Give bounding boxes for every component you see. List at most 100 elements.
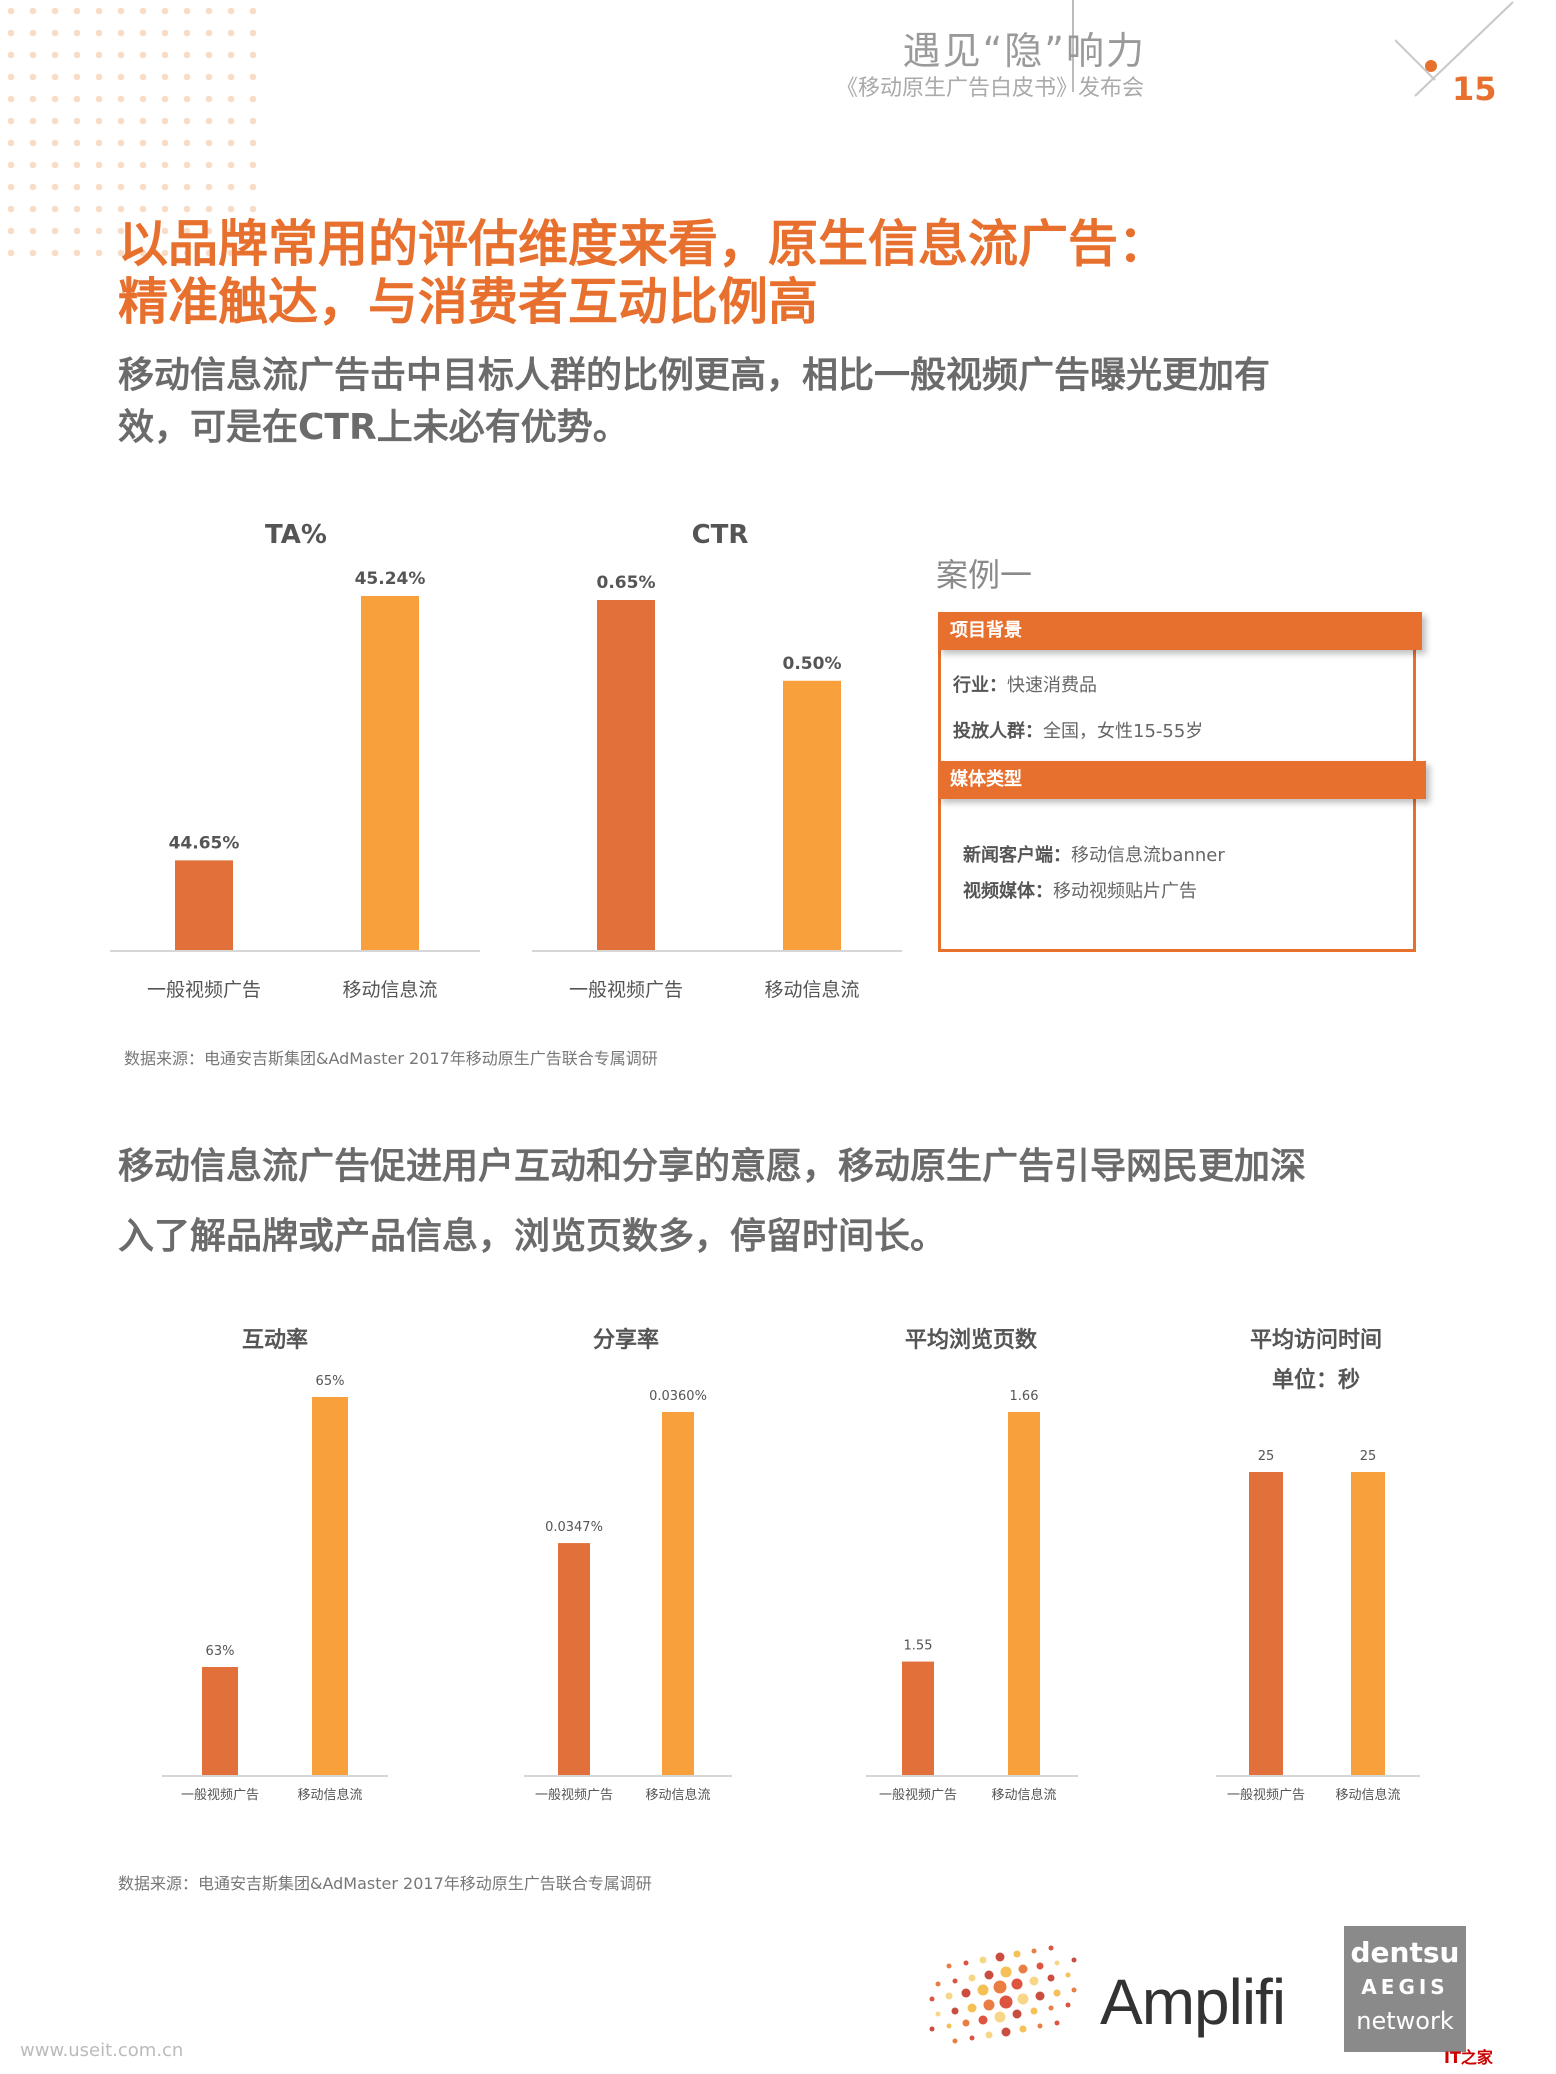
page-number: 15 xyxy=(1452,70,1497,108)
logo-dot xyxy=(968,1974,976,1982)
page-title-line-1: 以品牌常用的评估维度来看，原生信息流广告： xyxy=(118,215,1168,273)
logo-dot xyxy=(993,1980,1007,1994)
bar-mobile-feed xyxy=(1008,1412,1040,1775)
case-video-label: 视频媒体： xyxy=(963,881,1053,902)
logo-dot xyxy=(962,2019,970,2027)
dentsu-logo-line-2: AEGIS xyxy=(1361,1975,1449,1999)
bar-general-video-ad xyxy=(1249,1472,1283,1775)
chart-ta-title: TA% xyxy=(265,520,327,550)
logo-dot xyxy=(977,1984,989,1996)
case-video-value: 移动视频贴片广告 xyxy=(1053,881,1197,902)
logo-dot xyxy=(1053,1989,1061,1997)
page-title-line-2: 精准触达，与消费者互动比例高 xyxy=(118,273,818,331)
chart-avg-visit-time: 25 一般视频广告 25 移动信息流 xyxy=(1216,1449,1420,1803)
case-audience-value: 全国，女性15-55岁 xyxy=(1043,721,1204,742)
bar-mobile-feed xyxy=(783,680,841,950)
category-label: 一般视频广告 xyxy=(1227,1787,1305,1803)
bar-value-label: 25 xyxy=(1258,1449,1275,1464)
section1-source: 数据来源：电通安吉斯集团&AdMaster 2017年移动原生广告联合专属调研 xyxy=(124,1049,658,1068)
bar-value-label: 1.55 xyxy=(904,1639,933,1654)
logo-dot xyxy=(994,2011,1006,2023)
category-label: 一般视频广告 xyxy=(535,1787,613,1803)
logo-dot xyxy=(983,1999,995,2011)
section1-text-line-1: 移动信息流广告击中目标人群的比例更高，相比一般视频广告曝光更加有 xyxy=(118,355,1271,396)
logo-dot xyxy=(1000,1966,1012,1978)
logo-dot xyxy=(1037,2023,1043,2029)
bar-general-video-ad xyxy=(175,860,233,950)
category-label: 移动信息流 xyxy=(645,1787,710,1803)
logo-dot xyxy=(1071,1957,1077,1963)
category-label: 一般视频广告 xyxy=(569,979,683,1001)
logo-dot xyxy=(1054,1960,1060,1966)
header-subtitle: 《移动原生广告白皮书》发布会 xyxy=(835,76,1144,101)
section2-text: 移动信息流广告促进用户互动和分享的意愿，移动原生广告引导网民更加深 入了解品牌或… xyxy=(118,1132,1306,1272)
bar-value-label: 65% xyxy=(316,1374,345,1389)
bar-value-label: 1.66 xyxy=(1010,1389,1039,1404)
logo-dot xyxy=(1047,1974,1055,1982)
header-title: 遇见“隐”响力 xyxy=(902,29,1146,73)
logo-dot xyxy=(1048,1945,1054,1951)
section1-text-line-2: 效，可是在CTR上未必有优势。 xyxy=(118,407,629,448)
logo-dot xyxy=(969,2035,975,2041)
logo-dot xyxy=(1035,1991,1045,2001)
category-label: 一般视频广告 xyxy=(879,1787,957,1803)
case-title: 案例一 xyxy=(936,556,1033,594)
logo-dot xyxy=(1013,1950,1021,1958)
logo-dot xyxy=(995,1952,1005,1962)
category-label: 移动信息流 xyxy=(297,1787,362,1803)
bar-value-label: 0.65% xyxy=(597,573,656,593)
case-news-label: 新闻客户端： xyxy=(963,845,1071,866)
bar-general-video-ad xyxy=(202,1667,238,1775)
category-label: 移动信息流 xyxy=(1335,1787,1400,1803)
logo-dot xyxy=(1029,1976,1039,1986)
case-section-background: 项目背景 xyxy=(938,612,1422,650)
bar-mobile-feed xyxy=(662,1412,694,1775)
logo-dot xyxy=(929,1996,935,2002)
case-industry: 行业：快速消费品 xyxy=(953,671,1097,697)
chart-interaction-rate: 63% 一般视频广告 65% 移动信息流 xyxy=(162,1374,388,1803)
bar-value-label: 0.0360% xyxy=(649,1389,707,1404)
dentsu-aegis-logo: dentsu AEGIS network xyxy=(1344,1926,1466,2052)
logo-dot xyxy=(978,2015,988,2025)
case-box: 项目背景 行业：快速消费品 投放人群：全国，女性15-55岁 媒体类型 新闻客户… xyxy=(938,612,1426,952)
logo-dot xyxy=(961,1988,971,1998)
logo-dot xyxy=(935,1981,941,1987)
chart-share-title: 分享率 xyxy=(592,1328,660,1353)
amplifi-logo: Amplifi xyxy=(1100,1966,1286,2038)
dentsu-logo-line-3: network xyxy=(1356,2007,1454,2035)
logo-dot xyxy=(1065,1972,1071,1978)
logo-dot xyxy=(1012,2009,1022,2019)
logo-dot xyxy=(999,1995,1013,2009)
chart-ta: 44.65% 一般视频广告 45.24% 移动信息流 xyxy=(110,569,480,1001)
case-audience: 投放人群：全国，女性15-55岁 xyxy=(953,717,1203,743)
chart-avg-pageviews: 1.55 一般视频广告 1.66 移动信息流 xyxy=(866,1389,1078,1803)
logo-dot xyxy=(1018,1964,1028,1974)
logo-dot xyxy=(952,2038,958,2044)
case-news: 新闻客户端：移动信息流banner xyxy=(963,841,1225,867)
logo-dot xyxy=(985,2031,993,2039)
page-title: 以品牌常用的评估维度来看，原生信息流广告： 精准触达，与消费者互动比例高 xyxy=(118,215,1168,331)
logo-dot xyxy=(952,1978,958,1984)
category-label: 一般视频广告 xyxy=(181,1787,259,1803)
header-decoration-icon xyxy=(1395,1,1514,97)
bar-value-label: 44.65% xyxy=(169,833,240,853)
chart-ctr-title: CTR xyxy=(691,520,749,550)
logo-dot xyxy=(951,2007,959,2015)
category-label: 移动信息流 xyxy=(342,979,437,1001)
bar-value-label: 45.24% xyxy=(355,569,426,589)
logo-dot xyxy=(1011,1978,1023,1990)
bar-general-video-ad xyxy=(597,600,655,950)
footer-it-home: IT之家 xyxy=(1444,2048,1493,2067)
logo-dot xyxy=(1054,2020,1060,2026)
case-news-value: 移动信息流banner xyxy=(1071,845,1225,866)
category-label: 一般视频广告 xyxy=(147,979,261,1001)
chart-visit-time-title: 平均访问时间 xyxy=(1249,1328,1383,1353)
chart-share-rate: 0.0347% 一般视频广告 0.0360% 移动信息流 xyxy=(524,1389,732,1803)
case-section-media: 媒体类型 xyxy=(938,761,1426,799)
bar-general-video-ad xyxy=(558,1543,590,1775)
logo-dot xyxy=(1036,1962,1044,1970)
logo-dot xyxy=(935,2011,941,2017)
case-industry-value: 快速消费品 xyxy=(1007,675,1097,696)
decorative-dot-pattern xyxy=(0,0,270,270)
logo-dot xyxy=(945,1992,953,2000)
